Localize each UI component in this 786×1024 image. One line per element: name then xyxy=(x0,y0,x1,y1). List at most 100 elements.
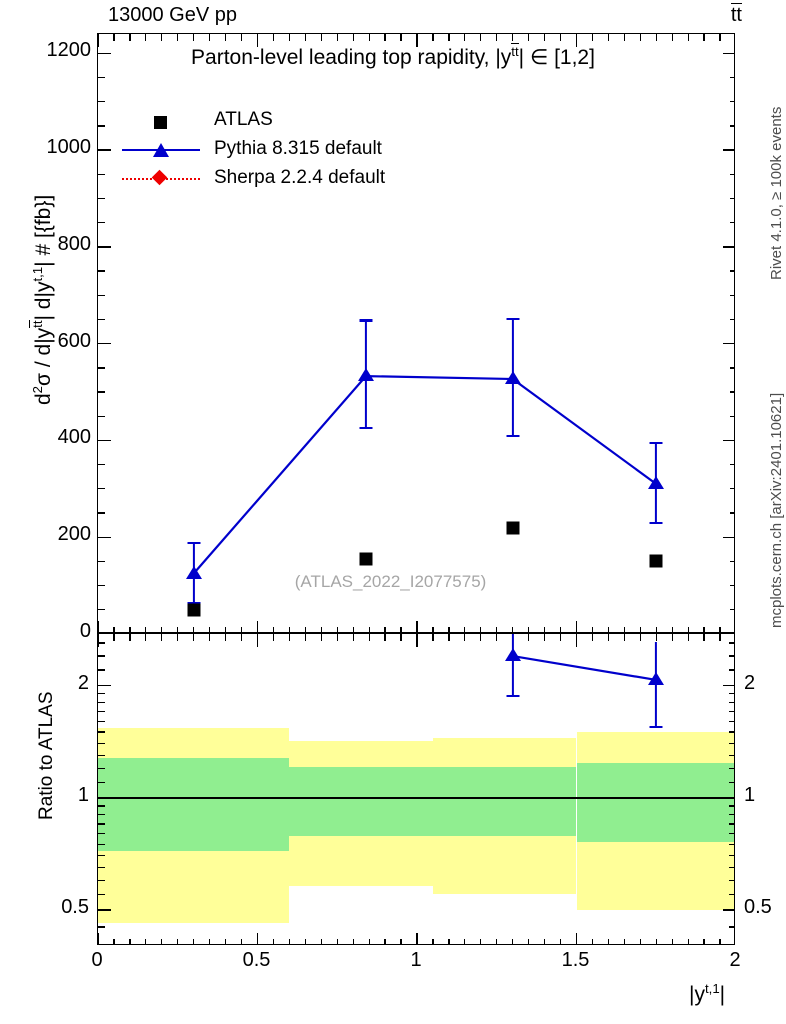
x-tick-minor xyxy=(543,939,546,944)
x-tick-major xyxy=(256,621,259,632)
y-axis-label-main: d2σ / d|y tt| d|yt,1| # [{fb}] xyxy=(28,194,55,405)
y-tick-minor xyxy=(729,367,734,369)
x-tick-minor xyxy=(193,634,195,641)
x-tick-minor xyxy=(384,627,386,632)
x-tick-label: 1.5 xyxy=(561,949,590,971)
x-tick-minor xyxy=(129,939,131,944)
x-tick-minor xyxy=(671,939,673,944)
y-tick-minor xyxy=(98,711,105,713)
x-tick-minor xyxy=(209,34,211,41)
y-tick-minor xyxy=(98,754,105,756)
y-tick-minor xyxy=(729,76,734,79)
x-tick-minor xyxy=(432,34,434,41)
x-tick-minor xyxy=(368,939,370,944)
y-tick-minor xyxy=(98,584,105,587)
x-tick-minor xyxy=(496,634,498,641)
x-tick-major xyxy=(98,933,99,944)
y-tick-minor xyxy=(98,720,105,723)
y-tick-major xyxy=(98,797,111,799)
x-tick-minor xyxy=(240,634,243,641)
x-tick-minor xyxy=(352,939,354,944)
y-tick-minor xyxy=(729,893,734,896)
x-tick-minor xyxy=(400,34,402,41)
x-tick-minor xyxy=(703,939,705,944)
x-tick-minor xyxy=(464,34,466,41)
x-tick-major xyxy=(575,34,578,47)
x-tick-minor xyxy=(512,627,514,632)
x-tick-minor xyxy=(719,939,721,944)
x-tick-minor xyxy=(448,634,450,641)
y-tick-major xyxy=(723,797,734,799)
y-tick-minor xyxy=(98,101,105,103)
x-tick-minor xyxy=(400,939,402,944)
y-tick-minor xyxy=(98,391,105,393)
x-tick-minor xyxy=(480,634,482,641)
x-tick-minor xyxy=(623,627,625,632)
x-tick-minor xyxy=(304,627,306,632)
x-tick-minor xyxy=(177,627,179,632)
process-label: tt xyxy=(730,2,742,26)
x-tick-minor xyxy=(209,634,211,641)
x-tick-major xyxy=(256,933,259,944)
y-tick-minor xyxy=(729,642,734,644)
x-tick-minor xyxy=(623,634,625,641)
y-tick-minor xyxy=(729,781,734,783)
x-tick-minor xyxy=(240,34,243,41)
y-tick-label-ratio-left: 1 xyxy=(77,783,89,806)
x-tick-minor xyxy=(145,627,147,632)
x-tick-minor xyxy=(304,34,306,41)
y-tick-minor xyxy=(98,415,105,417)
x-tick-minor xyxy=(113,34,115,41)
y-tick-minor xyxy=(98,655,105,657)
x-tick-minor xyxy=(591,634,594,641)
y-tick-minor xyxy=(729,125,734,127)
x-tick-minor xyxy=(304,634,306,641)
x-tick-minor xyxy=(336,627,338,632)
y-tick-minor xyxy=(98,742,105,744)
y-tick-minor xyxy=(98,318,105,321)
y-tick-minor xyxy=(729,879,734,882)
y-tick-label-ratio-left: 0.5 xyxy=(61,895,89,918)
y-tick-minor xyxy=(729,742,734,744)
x-tick-minor xyxy=(432,627,434,632)
pythia-errorbar-cap-top xyxy=(187,542,201,545)
x-tick-minor xyxy=(687,34,689,41)
y-tick-label-ratio-left: 2 xyxy=(77,671,89,694)
x-tick-minor xyxy=(432,634,434,641)
x-tick-minor xyxy=(719,627,721,632)
y-tick-major xyxy=(98,536,111,538)
pythia-errorbar-cap-bottom xyxy=(187,601,201,604)
x-tick-minor xyxy=(129,634,131,641)
y-tick-major xyxy=(723,536,734,538)
legend-key-black-square xyxy=(118,106,204,135)
ratio-band-green xyxy=(98,757,290,851)
pythia-marker xyxy=(504,370,521,384)
x-tick-minor xyxy=(480,627,482,632)
x-tick-minor xyxy=(607,939,610,944)
x-tick-minor xyxy=(384,939,386,944)
x-tick-minor xyxy=(352,627,354,632)
x-tick-minor xyxy=(272,34,275,41)
x-tick-minor xyxy=(671,627,673,632)
x-tick-minor xyxy=(161,627,163,632)
pythia-errorbar-cap-top xyxy=(359,319,373,322)
y-tick-minor xyxy=(98,843,105,845)
x-tick-minor xyxy=(113,939,115,944)
main-plot-panel xyxy=(97,33,735,633)
pythia-errorbar-cap-top xyxy=(649,441,663,445)
y-tick-minor xyxy=(98,488,105,490)
x-tick-minor xyxy=(559,939,562,944)
pythia-errorbar-cap-bottom xyxy=(506,435,520,438)
x-tick-minor xyxy=(639,627,641,632)
y-tick-minor xyxy=(98,781,105,783)
x-tick-minor xyxy=(129,34,131,41)
dataset-watermark: (ATLAS_2022_I2077575) xyxy=(294,572,487,592)
y-tick-major xyxy=(98,246,111,248)
x-tick-minor xyxy=(671,634,673,641)
x-tick-minor xyxy=(464,939,466,944)
y-tick-major xyxy=(98,343,111,345)
x-tick-minor xyxy=(320,939,322,944)
y-tick-label-ratio-right: 2 xyxy=(744,671,756,694)
x-tick-minor xyxy=(591,939,594,944)
